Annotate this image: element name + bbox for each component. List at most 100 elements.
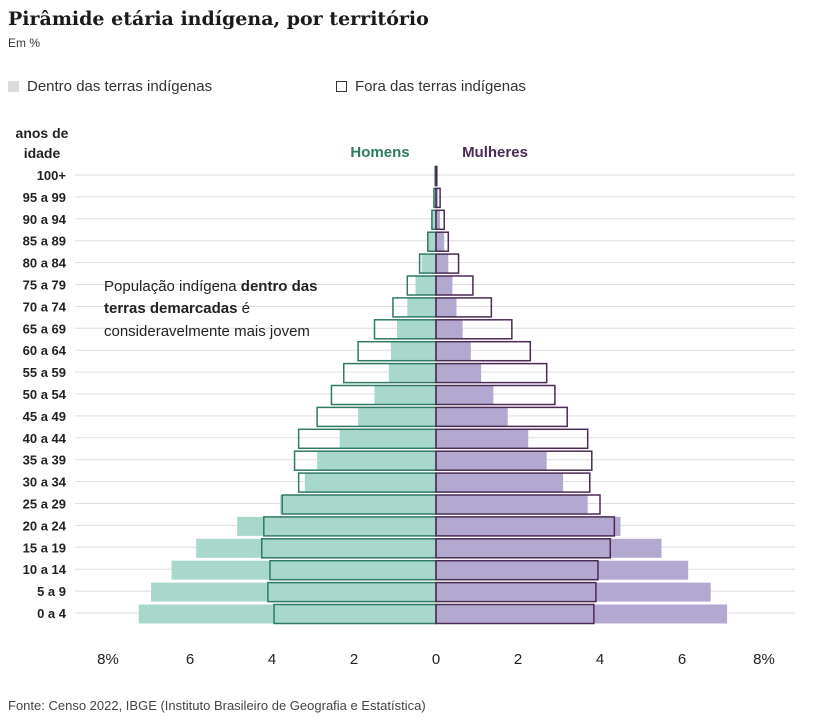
legend-inside-swatch: [8, 81, 19, 92]
annotation-line3: consideravelmente mais jovem: [104, 323, 310, 340]
bar-women-inside: [436, 451, 547, 471]
age-label: 30 a 34: [23, 475, 67, 490]
inside-bars: [138, 166, 728, 624]
bar-men-inside: [433, 188, 436, 208]
bar-women-inside: [436, 188, 439, 208]
bar-men-inside: [421, 254, 436, 274]
bar-women-outside: [435, 406, 568, 428]
bar-men-inside: [280, 495, 436, 514]
age-label: 95 a 99: [23, 190, 66, 205]
bar-women-outside: [435, 209, 445, 231]
age-label: 55 a 59: [23, 365, 66, 380]
bar-women-outside: [435, 231, 450, 252]
legend-inside-label: Dentro das terras indígenas: [27, 78, 213, 95]
bar-women-outside: [435, 603, 595, 625]
bar-women-outside: [435, 494, 601, 515]
bar-men-inside: [196, 538, 436, 558]
x-tick-label: 4: [268, 651, 276, 668]
bar-men-inside: [397, 319, 436, 339]
x-tick-label: 0: [432, 651, 440, 668]
bar-women-inside: [436, 319, 463, 339]
legend-outside-swatch: [336, 81, 347, 92]
bar-men-inside: [407, 297, 436, 317]
age-label: 70 a 74: [23, 299, 67, 314]
age-axis-title-line2: idade: [24, 145, 61, 161]
bar-women-inside: [436, 604, 728, 624]
bar-men-inside: [358, 407, 436, 427]
bar-women-inside: [436, 473, 564, 493]
bar-women-inside: [436, 407, 508, 427]
age-label: 50 a 54: [23, 387, 67, 402]
bar-women-outside: [435, 319, 513, 340]
bar-women-outside: [435, 472, 591, 493]
bar-men-inside: [138, 604, 436, 624]
x-tick-label: 2: [350, 651, 358, 668]
bar-women-outside: [435, 559, 599, 581]
x-tick-label: 8%: [753, 651, 775, 668]
age-label: 80 a 84: [23, 256, 67, 271]
bar-men-inside: [304, 473, 436, 493]
bar-women-inside: [436, 297, 457, 317]
age-label: 85 a 89: [23, 234, 66, 249]
bar-men-inside: [415, 276, 436, 295]
x-tick-label: 6: [678, 651, 686, 668]
bar-women-inside: [436, 385, 494, 405]
bar-men-inside: [374, 385, 436, 405]
x-tick-label: 8%: [97, 651, 119, 668]
age-label: 60 a 64: [23, 343, 67, 358]
bar-women-outside: [435, 538, 611, 559]
bar-women-inside: [436, 560, 689, 580]
bar-men-inside: [427, 232, 436, 252]
population-pyramid-chart: 100+ 95 a 99 90 a 94 85 a 89 80 a 84 75 a 79 7…: [16, 125, 795, 668]
age-label: 20 a 24: [23, 518, 67, 533]
bar-women-outside: [435, 275, 474, 296]
outside-bars: [261, 165, 616, 625]
bar-men-inside: [431, 210, 436, 230]
age-label: 100+: [37, 168, 67, 183]
age-label: 45 a 49: [23, 409, 66, 424]
bar-women-inside: [436, 582, 711, 602]
bar-women-inside: [436, 276, 453, 295]
bar-women-outside: [435, 187, 441, 209]
age-axis-title-line1: anos de: [16, 125, 69, 141]
legend-inside: Dentro das terras indígenas: [8, 78, 212, 95]
bar-women-outside: [435, 165, 438, 187]
bar-women-outside: [435, 253, 460, 274]
x-tick-labels: 8% 6 4 2 0 2 4 6 8%: [97, 651, 775, 668]
bar-women-outside: [435, 516, 616, 537]
bar-men-inside: [317, 451, 436, 471]
bar-women-inside: [436, 516, 621, 536]
age-label: 90 a 94: [23, 212, 67, 227]
bar-women-outside: [435, 362, 548, 384]
annotation-line1: População indígena dentro das: [104, 278, 317, 295]
bar-women-outside: [435, 428, 589, 450]
age-label: 25 a 29: [23, 497, 66, 512]
bar-women-inside: [436, 495, 588, 514]
x-tick-label: 2: [514, 651, 522, 668]
bar-men-inside: [237, 516, 436, 536]
bar-men-inside: [390, 341, 436, 361]
chart-subtitle: Em %: [8, 36, 41, 50]
age-label: 0 a 4: [37, 606, 67, 621]
bar-women-outside: [435, 450, 593, 471]
bar-men-inside: [339, 429, 436, 449]
bar-women-inside: [436, 210, 441, 230]
chart-title: Pirâmide etária indígena, por território: [8, 8, 429, 30]
age-label: 40 a 44: [23, 431, 67, 446]
women-label: Mulheres: [462, 144, 528, 161]
age-labels: 100+ 95 a 99 90 a 94 85 a 89 80 a 84 75 a 79 7…: [23, 168, 67, 621]
bar-women-inside: [436, 254, 449, 274]
men-label: Homens: [350, 144, 409, 161]
source-note: Fonte: Censo 2022, IBGE (Instituto Brasi…: [8, 698, 426, 713]
bar-women-outside: [435, 297, 493, 318]
bar-men-inside: [151, 582, 437, 602]
age-label: 5 a 9: [37, 584, 66, 599]
bar-women-outside: [435, 340, 532, 362]
x-tick-label: 6: [186, 651, 194, 668]
age-label: 65 a 69: [23, 321, 66, 336]
age-label: 10 a 14: [23, 562, 67, 577]
age-label: 35 a 39: [23, 453, 66, 468]
bar-women-inside: [436, 538, 662, 558]
bar-women-inside: [436, 232, 445, 252]
bar-women-outside: [435, 384, 556, 406]
